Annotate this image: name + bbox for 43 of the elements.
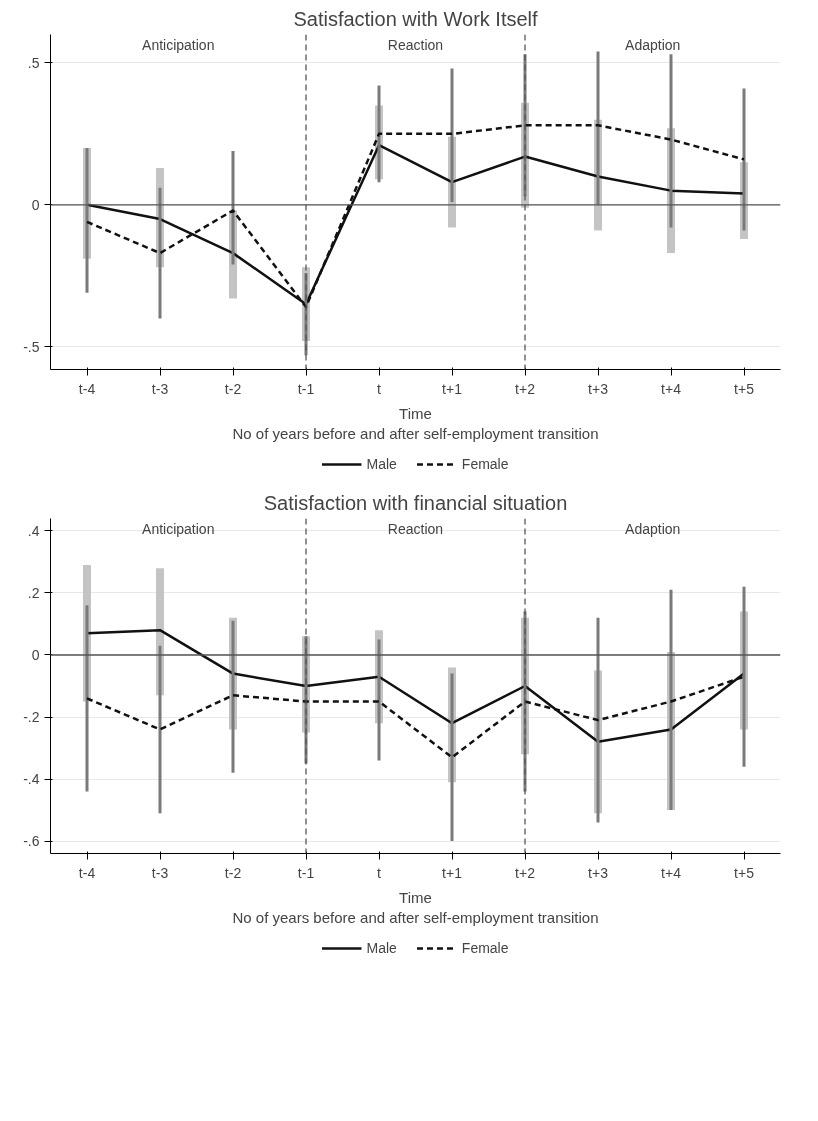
x-tick-label: t+3 bbox=[588, 864, 609, 881]
x-tick-label: t-1 bbox=[297, 864, 315, 881]
x-tick-label: t+1 bbox=[442, 380, 463, 397]
x-tick-label: t+5 bbox=[734, 380, 755, 397]
legend-label: Female bbox=[461, 456, 509, 472]
x-tick-label: t-3 bbox=[151, 380, 169, 397]
x-tick-label: t-3 bbox=[151, 864, 169, 881]
y-tick-label: -.2 bbox=[23, 709, 40, 726]
annotation: Anticipation bbox=[142, 520, 215, 537]
x-tick-label: t+3 bbox=[588, 380, 609, 397]
y-tick-label: -.5 bbox=[23, 338, 40, 355]
y-tick-label: 0 bbox=[31, 646, 40, 663]
legend-label: Male bbox=[366, 456, 397, 472]
annotation: Reaction bbox=[387, 36, 444, 53]
x-tick-label: t-4 bbox=[78, 380, 96, 397]
y-tick-label: 0 bbox=[31, 196, 40, 213]
y-tick-label: .4 bbox=[27, 522, 40, 539]
x-tick-label: t+4 bbox=[661, 380, 682, 397]
x-tick-label: t-2 bbox=[224, 380, 242, 397]
y-tick-label: -.4 bbox=[23, 771, 40, 788]
annotation: Adaption bbox=[625, 520, 681, 537]
x-tick-label: t+2 bbox=[515, 380, 536, 397]
x-axis-title: Time No of years before and after self-employment transition bbox=[232, 888, 599, 926]
x-tick-label: t+4 bbox=[661, 864, 682, 881]
x-tick-label: t bbox=[377, 380, 382, 397]
annotation: Anticipation bbox=[142, 36, 215, 53]
x-tick-label: t-1 bbox=[297, 380, 315, 397]
x-tick-label: t-4 bbox=[78, 864, 96, 881]
legend-label: Male bbox=[366, 940, 397, 956]
chart-title: Satisfaction with Work Itself bbox=[293, 7, 539, 30]
x-tick-label: t+1 bbox=[442, 864, 463, 881]
annotation: Reaction bbox=[387, 520, 444, 537]
legend-label: Female bbox=[461, 940, 509, 956]
annotation: Adaption bbox=[625, 36, 681, 53]
x-tick-label: t bbox=[377, 864, 382, 881]
y-tick-label: .2 bbox=[27, 584, 40, 601]
x-tick-label: t-2 bbox=[224, 864, 242, 881]
x-tick-label: t+5 bbox=[734, 864, 755, 881]
x-axis-title: Time No of years before and after self-employment transition bbox=[232, 404, 599, 442]
chart-title: Satisfaction with financial situation bbox=[263, 491, 568, 514]
y-tick-label: .5 bbox=[27, 54, 40, 71]
x-tick-label: t+2 bbox=[515, 864, 536, 881]
y-tick-label: -.6 bbox=[23, 833, 40, 850]
